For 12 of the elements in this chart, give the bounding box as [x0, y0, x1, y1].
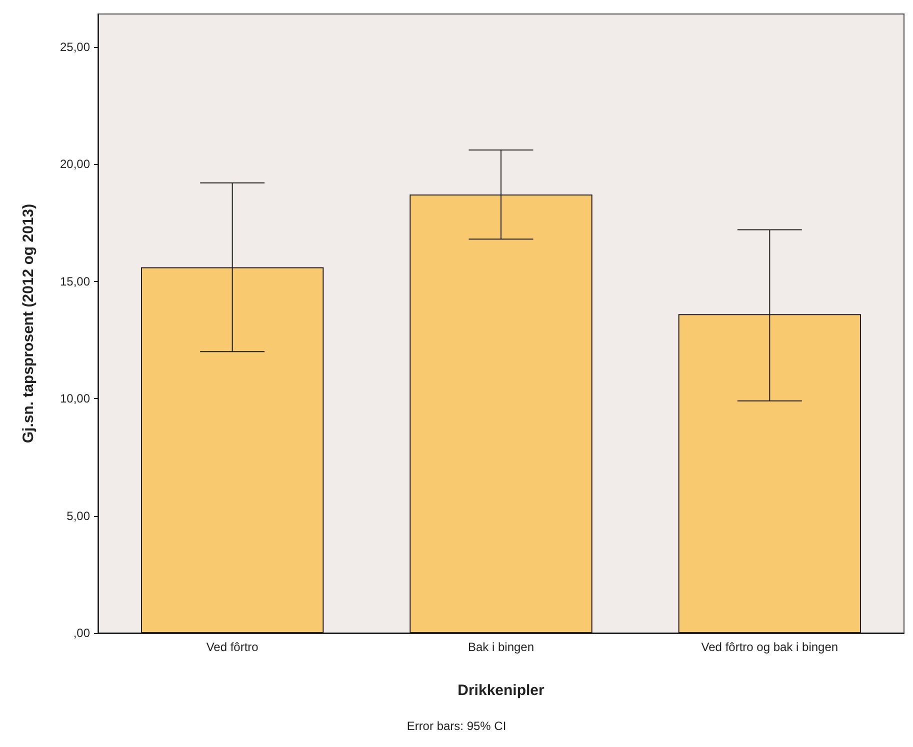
x-tick-label: Ved fôrtro og bak i bingen — [701, 640, 838, 654]
y-tick-label: 10,00 — [60, 392, 90, 406]
y-tick-label: 20,00 — [60, 157, 90, 172]
y-tick-label: 25,00 — [60, 40, 90, 54]
y-tick-label: ,00 — [73, 626, 90, 640]
text: Error bars: 95% CI — [406, 719, 506, 733]
x-tick-label: Ved fôrtro — [206, 640, 259, 654]
x-tick-label: Bak i bingen — [468, 640, 534, 654]
y-axis-title: Gj.sn. tapsprosent (2012 og 2013) — [20, 204, 37, 444]
y-tick-label: 15,00 — [60, 274, 90, 288]
x-axis-title: Drikkenipler — [458, 682, 545, 699]
y-tick-label: 5,00 — [66, 508, 90, 523]
